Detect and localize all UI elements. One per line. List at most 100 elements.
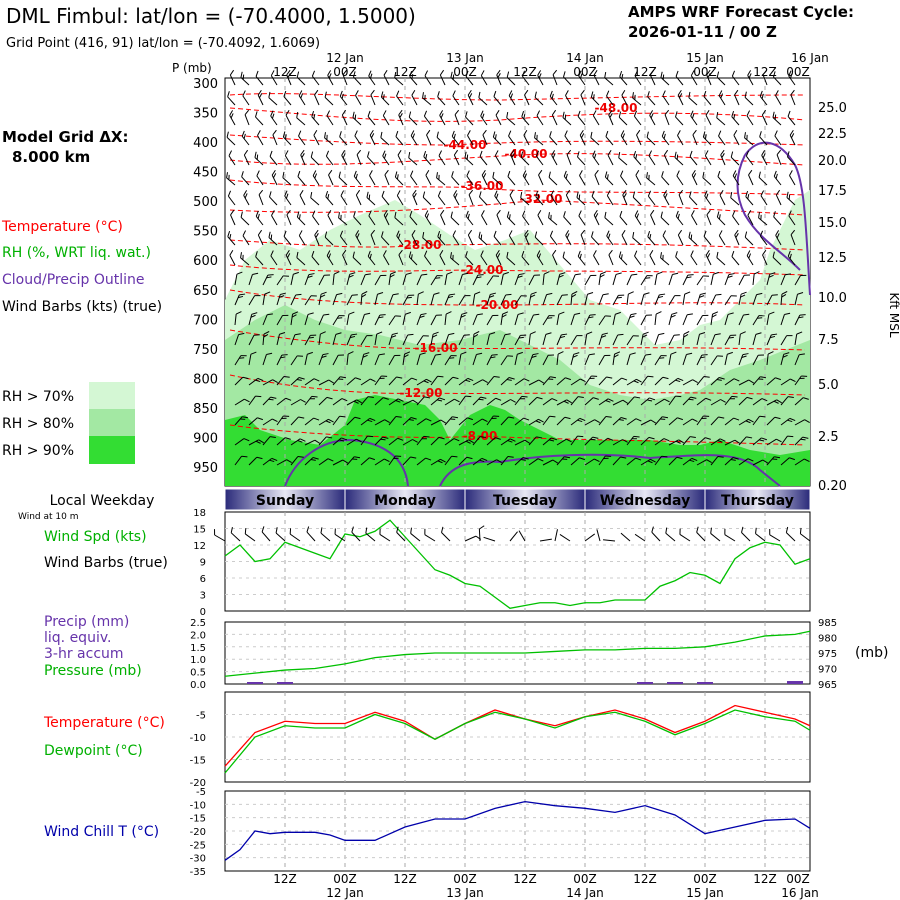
wind-barb-flag xyxy=(381,375,388,377)
wind-barb xyxy=(580,229,586,246)
wind-barb-flag xyxy=(367,419,373,423)
wind-barb xyxy=(514,273,525,286)
wind-barb xyxy=(758,212,768,226)
wind-barb-flag xyxy=(576,191,579,198)
wind-barb-staff xyxy=(352,117,362,126)
wind-barb-staff xyxy=(444,355,452,366)
wind-barb-flag xyxy=(590,131,593,138)
wind-barb xyxy=(682,436,696,446)
wind-barb xyxy=(689,150,698,166)
wind-barb-staff xyxy=(324,96,334,106)
wind-barb xyxy=(276,459,292,466)
wind-barb xyxy=(620,130,628,146)
surface-wind-barb-staff xyxy=(379,534,391,542)
wind-barb xyxy=(780,396,794,406)
wind-barb-flag xyxy=(518,336,524,339)
wind-barb xyxy=(422,191,432,206)
surface-wind-barb xyxy=(785,526,796,542)
wind-barb-staff xyxy=(510,154,516,166)
wind-barb-flag xyxy=(285,193,289,199)
wind-barb-staff xyxy=(346,294,353,306)
weekday-label: Sunday xyxy=(256,493,314,509)
wind-barb-flag xyxy=(270,234,273,240)
wind-barb xyxy=(464,151,474,166)
wind-barb-staff xyxy=(444,455,453,466)
wind-barb-flag xyxy=(605,315,612,317)
wind-barb xyxy=(640,275,653,286)
wind-barb-flag xyxy=(269,191,272,198)
surface-wind-barb xyxy=(554,529,558,542)
wind-barb xyxy=(649,110,656,126)
surface-wind-barb xyxy=(799,527,811,542)
wind-barb xyxy=(325,190,334,206)
wind-chill-label: Wind Chill T (°C) xyxy=(44,824,159,840)
wind-barb-flag xyxy=(227,91,230,97)
wind-barb-staff xyxy=(626,457,636,466)
wind-barb-staff xyxy=(453,154,460,166)
wind-barb-staff xyxy=(528,418,539,426)
wind-barb-flag xyxy=(339,131,342,137)
wind-barb xyxy=(521,250,530,266)
wind-barb-flag xyxy=(342,249,347,256)
wind-barb-staff xyxy=(635,175,642,186)
wind-barb-staff xyxy=(458,295,466,306)
wind-barb-staff xyxy=(724,439,736,446)
surface-wind-barb xyxy=(396,526,406,542)
wind-barb-flag xyxy=(451,130,455,137)
wind-barb xyxy=(416,291,424,306)
wind-barb-flag xyxy=(774,456,781,459)
wind-barb-flag xyxy=(592,110,597,116)
wind-barb-staff xyxy=(408,256,418,266)
wind-barb xyxy=(647,91,656,106)
wind-barb-staff xyxy=(304,417,314,426)
surface-wind-barb-staff xyxy=(634,533,646,542)
wind-barb-flag xyxy=(660,71,663,78)
wind-barb-staff xyxy=(674,157,684,166)
wind-barb xyxy=(310,191,320,206)
wind-barb-staff xyxy=(570,293,573,306)
wind-barb-flag xyxy=(701,417,707,419)
wind-barb-flag xyxy=(564,456,571,459)
wind-barb xyxy=(465,210,474,226)
wind-barb xyxy=(556,438,572,446)
wind-barb-staff xyxy=(606,235,614,246)
wind-barb xyxy=(606,190,614,206)
isotherm-24 xyxy=(229,264,806,276)
wind-barb-flag xyxy=(341,437,348,441)
wind-barb-staff xyxy=(430,375,439,386)
wind-barb xyxy=(290,271,299,286)
wind-barb-staff xyxy=(738,379,750,386)
wind-barb-flag xyxy=(339,415,346,418)
wind-barb-staff xyxy=(353,216,362,226)
wind-barb-flag xyxy=(635,418,642,422)
wind-barb-flag xyxy=(753,271,760,275)
wind-barb-flag xyxy=(395,455,402,457)
wind-barb-staff xyxy=(360,354,365,366)
wind-barb-flag xyxy=(452,416,459,419)
wind-barb-flag xyxy=(731,70,736,77)
wind-barb-staff xyxy=(787,156,796,166)
wind-barb xyxy=(780,273,791,286)
wind-barb-staff xyxy=(327,215,334,226)
wind-barb-staff xyxy=(696,437,706,446)
wind-barb-staff xyxy=(410,135,418,146)
wind-barb-flag xyxy=(693,173,697,179)
wind-barb-staff xyxy=(342,254,348,266)
wind-barb-staff xyxy=(248,354,252,366)
wind-barb-staff xyxy=(325,155,334,166)
wind-barb-flag xyxy=(454,193,458,199)
surface-wind-barb-staff xyxy=(679,534,691,542)
wind-barb xyxy=(733,130,740,146)
wind-barb-flag xyxy=(675,210,679,217)
wind-barb-staff xyxy=(465,216,474,226)
wind-barb-staff xyxy=(339,235,348,246)
wind-barb-flag xyxy=(517,275,523,278)
wind-barb xyxy=(766,272,776,286)
wind-barb-staff xyxy=(716,216,726,226)
wind-barb-staff xyxy=(374,436,384,446)
wind-barb-flag xyxy=(243,190,248,196)
wind-barb-staff xyxy=(788,75,796,86)
wind-barb-flag xyxy=(560,335,566,339)
wind-barb-flag xyxy=(747,70,752,76)
wind-barb xyxy=(584,375,598,386)
